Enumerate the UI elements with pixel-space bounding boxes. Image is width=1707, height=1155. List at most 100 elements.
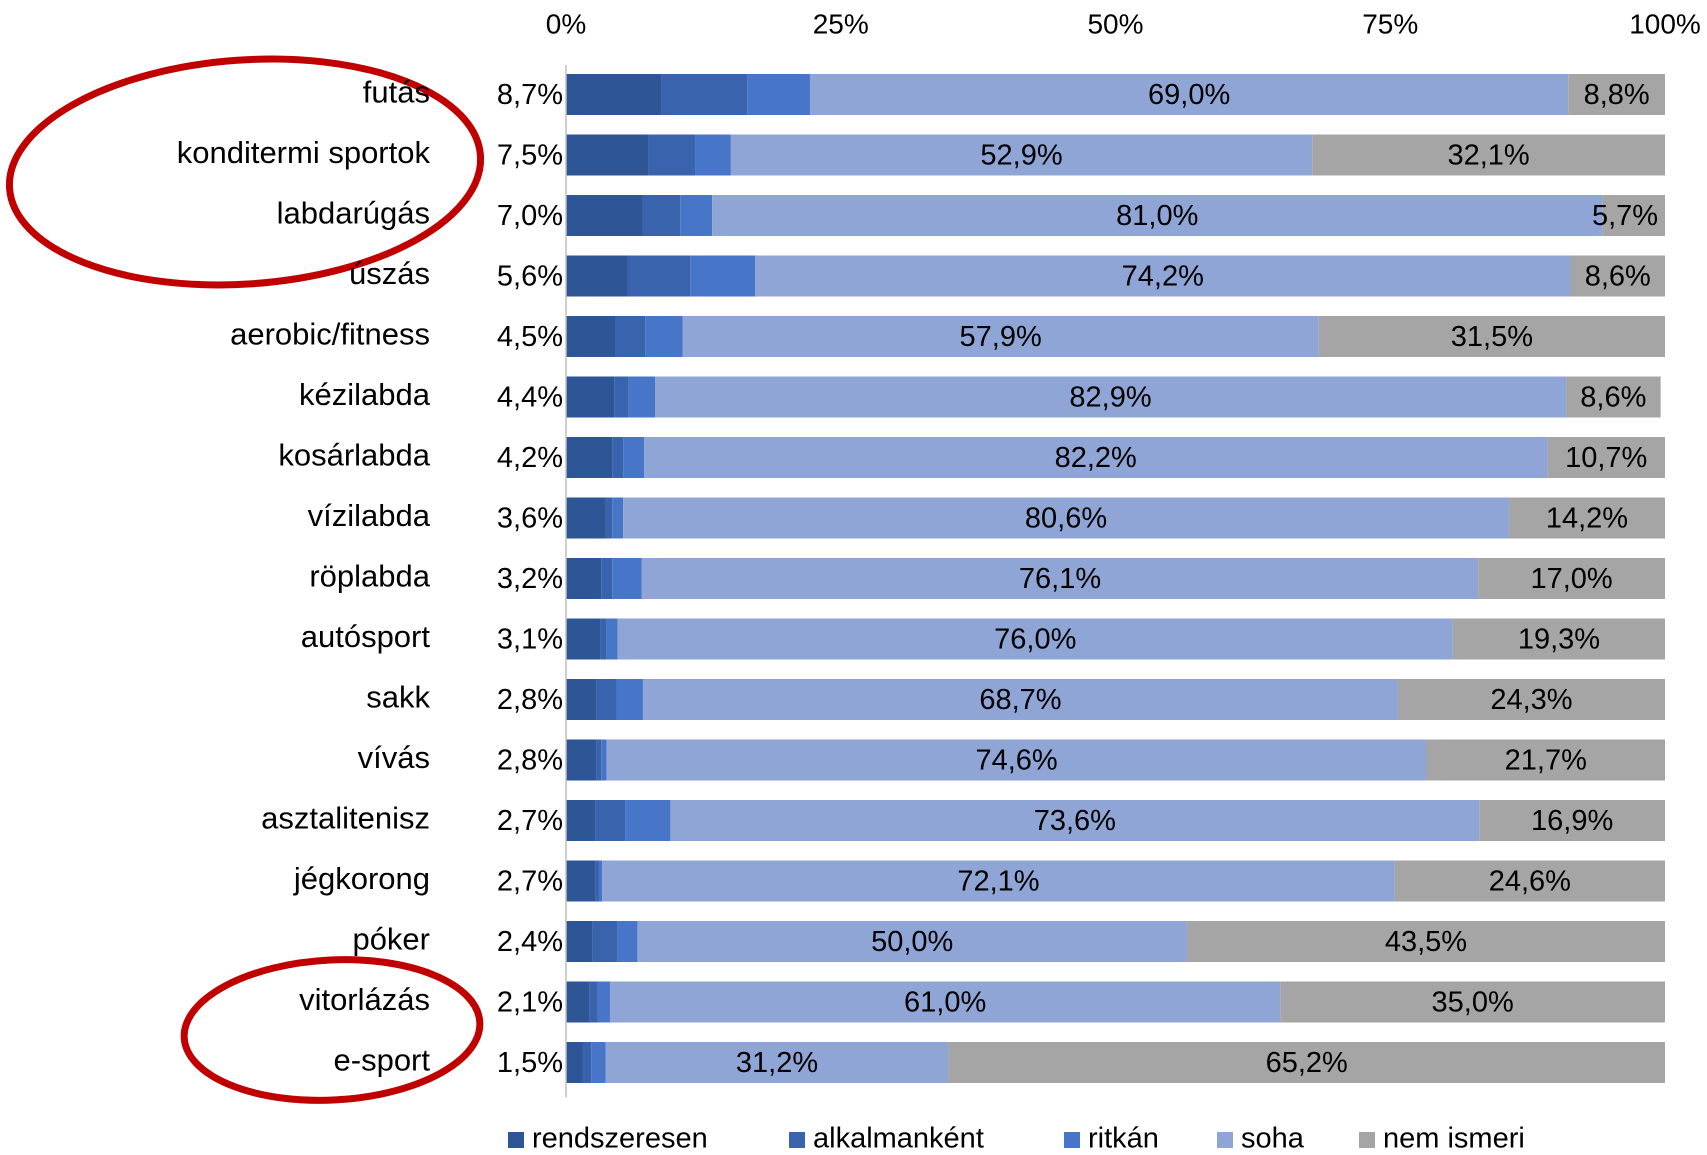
bar-segment (1479, 800, 1665, 841)
legend-label: soha (1241, 1123, 1305, 1155)
bar-segment (1394, 860, 1665, 902)
bar-segment (612, 558, 642, 599)
bar-segment (1397, 679, 1665, 720)
data-label: 82,2% (1055, 442, 1137, 474)
data-label: 8,7% (497, 79, 563, 111)
bar-segment (605, 1042, 949, 1083)
bar-segment (566, 800, 596, 841)
category-label: vízilabda (308, 498, 431, 533)
category-label: e-sport (334, 1043, 431, 1078)
bar-segment (695, 134, 731, 176)
bar-segment (566, 255, 628, 297)
data-label: 19,3% (1518, 624, 1600, 656)
legend-swatch (1064, 1132, 1080, 1148)
bar-segment (627, 255, 691, 297)
bar-segment (566, 679, 597, 720)
bar-segment (628, 376, 656, 418)
highlight-circle (180, 956, 484, 1104)
data-label: 52,9% (980, 140, 1062, 172)
data-label: 24,6% (1489, 866, 1571, 898)
data-label: 8,6% (1585, 261, 1651, 293)
bar-segment (625, 800, 671, 841)
data-label: 76,0% (994, 624, 1076, 656)
bar-segment (566, 376, 615, 418)
bar-segment (712, 195, 1603, 236)
data-label: 4,4% (497, 382, 563, 414)
bar-segment (609, 981, 1281, 1023)
bar-segment (612, 437, 624, 478)
data-label: 76,1% (1019, 563, 1101, 595)
bar-segment (670, 800, 1480, 841)
bar-segment (645, 316, 683, 357)
bar-segment (566, 437, 613, 478)
data-label: 16,9% (1531, 805, 1613, 837)
x-tick-label: 50% (1087, 8, 1143, 39)
x-tick-label: 75% (1362, 8, 1418, 39)
data-label: 82,9% (1069, 382, 1151, 414)
bar-segment (595, 800, 626, 841)
category-label: jégkorong (293, 861, 430, 896)
category-label: konditermi sportok (177, 135, 431, 170)
category-label: röplabda (309, 559, 430, 594)
bar-segment (1568, 74, 1665, 115)
bar-segment (1602, 195, 1665, 236)
data-label: 8,8% (1584, 79, 1650, 111)
category-label: kosárlabda (278, 438, 430, 473)
category-label: asztalitenisz (261, 801, 430, 836)
data-label: 35,0% (1432, 987, 1514, 1019)
legend-swatch (1359, 1132, 1375, 1148)
data-label: 24,3% (1490, 684, 1572, 716)
bar-segment (1570, 255, 1665, 297)
bar-segment (690, 255, 756, 297)
data-label: 73,6% (1034, 805, 1116, 837)
data-label: 17,0% (1530, 563, 1612, 595)
bar-segment (606, 618, 618, 660)
bar-segment (730, 134, 1313, 176)
data-label: 50,0% (871, 926, 953, 958)
data-label: 81,0% (1116, 200, 1198, 232)
bar-segment (601, 739, 607, 781)
bar-segment (589, 981, 598, 1023)
data-label: 80,6% (1025, 503, 1107, 535)
legend-swatch (789, 1132, 805, 1148)
bar-segment (582, 1042, 592, 1083)
data-label: 2,4% (497, 926, 563, 958)
bar-segment (602, 860, 1395, 902)
bar-segment (641, 558, 1479, 599)
data-label: 2,1% (497, 987, 563, 1019)
data-label: 69,0% (1148, 79, 1230, 111)
bar-segment (601, 558, 613, 599)
data-label: 2,8% (497, 745, 563, 777)
category-label: aerobic/fitness (230, 317, 430, 352)
legend-label: rendszeresen (532, 1123, 708, 1155)
bar-segment (566, 195, 643, 236)
category-label: autósport (301, 619, 431, 654)
bar-segment (616, 679, 643, 720)
category-label: póker (352, 922, 430, 957)
category-label: kézilabda (299, 377, 431, 412)
data-label: 8,6% (1580, 382, 1646, 414)
bar-segment (566, 618, 601, 660)
category-label: labdarúgás (277, 196, 430, 231)
legend-label: alkalmanként (813, 1123, 984, 1155)
data-label: 5,6% (497, 261, 563, 293)
legend-label: ritkán (1088, 1123, 1159, 1155)
data-label: 21,7% (1505, 745, 1587, 777)
data-label: 3,1% (497, 624, 563, 656)
bar-segment (1186, 921, 1665, 962)
bar-segment (1452, 618, 1665, 660)
bar-segment (566, 860, 596, 902)
bar-segment (1312, 134, 1665, 176)
bar-segment (747, 74, 810, 115)
bar-segment (606, 739, 1427, 781)
data-label: 7,5% (497, 140, 563, 172)
bar-segment (642, 195, 681, 236)
data-label: 68,7% (979, 684, 1061, 716)
data-label: 14,2% (1546, 503, 1628, 535)
bar-segment (637, 921, 1187, 962)
bar-segment (1566, 376, 1661, 418)
bar-segment (566, 497, 606, 539)
bar-segment (617, 618, 1453, 660)
data-label: 2,8% (497, 684, 563, 716)
bar-segment (597, 981, 610, 1023)
